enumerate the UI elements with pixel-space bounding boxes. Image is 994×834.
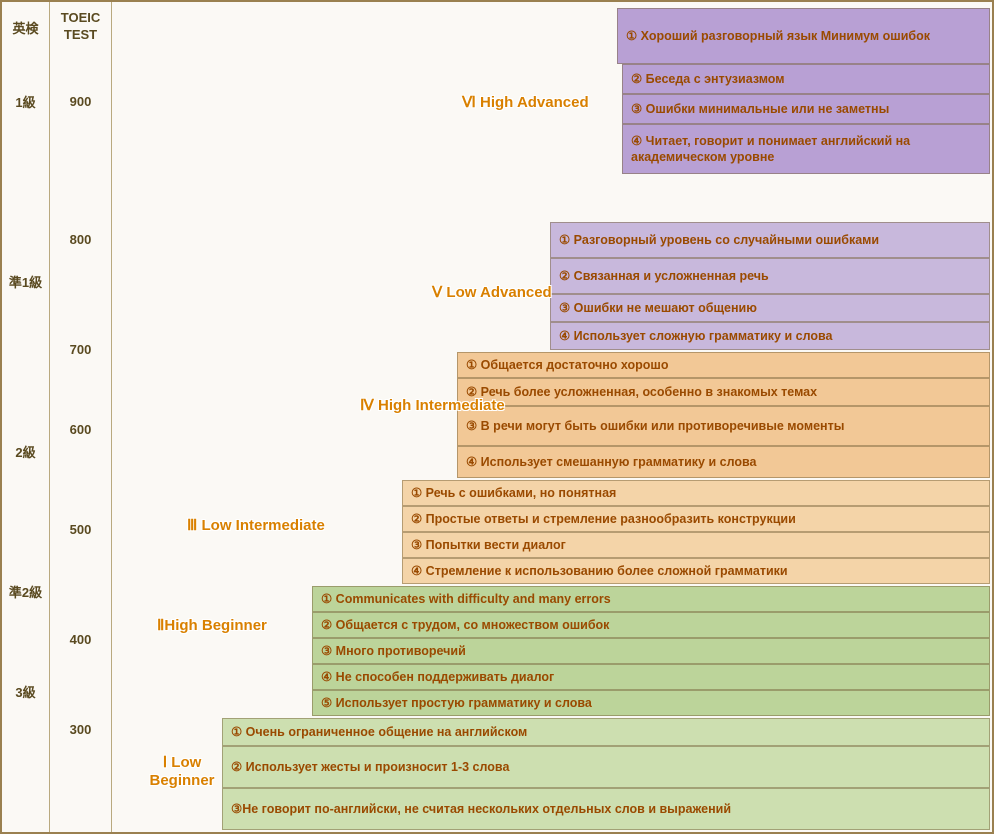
toeic-mark: 700 (50, 342, 111, 357)
level-row: ④ Стремление к использованию более сложн… (402, 558, 990, 584)
level-row-text: ② Связанная и усложненная речь (559, 268, 769, 284)
level-row: ① Хороший разговорный язык Минимум ошибо… (617, 8, 990, 64)
level-row-text: ① Очень ограниченное общение на английск… (231, 724, 527, 740)
level-row: ② Речь более усложненная, особенно в зна… (457, 378, 990, 406)
level-row-text: ② Простые ответы и стремление разнообраз… (411, 511, 796, 527)
eiken-mark: 準1級 (2, 272, 49, 291)
proficiency-chart: 英検 1級準1級 2級準2級 3級 TOEIC TEST 900 800 700 600 5… (0, 0, 994, 834)
level-title: Ⅴ Low Advanced (432, 284, 552, 302)
level-row-text: ③ Попытки вести диалог (411, 537, 566, 553)
level-row: ① Общается достаточно хорошо (457, 352, 990, 378)
level-row-text: ② Беседа с энтузиазмом (631, 71, 785, 87)
level-title: Ⅰ LowBeginner (142, 754, 222, 790)
level-row-text: ③ Ошибки минимальные или не заметны (631, 101, 889, 117)
column-toeic: TOEIC TEST 900 800 700 600 500 400 300 (50, 2, 112, 832)
level-row: ② Общается с трудом, со множеством ошибо… (312, 612, 990, 638)
level-row-text: ② Общается с трудом, со множеством ошибо… (321, 617, 609, 633)
level-row-text: ④ Стремление к использованию более сложн… (411, 563, 788, 579)
level-row-text: ③ Много противоречий (321, 643, 466, 659)
level-row: ② Беседа с энтузиазмом (622, 64, 990, 94)
level-row: ② Связанная и усложненная речь (550, 258, 990, 294)
eiken-mark: 2級 (2, 442, 49, 461)
level-row-text: ③Не говорит по-английски, не считая неск… (231, 801, 731, 817)
level-row-text: ④ Использует смешанную грамматику и слов… (466, 454, 756, 470)
level-row: ③ Ошибки не мешают общению (550, 294, 990, 322)
level-row-text: ④ Не способен поддерживать диалог (321, 669, 554, 685)
level-row-text: ③ В речи могут быть ошибки или противоре… (466, 418, 844, 434)
toeic-mark: 600 (50, 422, 111, 437)
level-row: ② Простые ответы и стремление разнообраз… (402, 506, 990, 532)
toeic-mark: 400 (50, 632, 111, 647)
level-row: ③ Попытки вести диалог (402, 532, 990, 558)
level-row: ③ Много противоречий (312, 638, 990, 664)
level-row: ⑤ Использует простую грамматику и слова (312, 690, 990, 716)
level-title: Ⅲ Low Intermediate (187, 517, 325, 535)
toeic-mark: 800 (50, 232, 111, 247)
level-row-text: ① Речь с ошибками, но понятная (411, 485, 616, 501)
level-row-text: ② Речь более усложненная, особенно в зна… (466, 384, 817, 400)
eiken-mark: 1級 (2, 92, 49, 111)
level-title: ⅡHigh Beginner (157, 617, 267, 635)
level-row-text: ① Разговорный уровень со случайными ошиб… (559, 232, 879, 248)
level-row-text: ④ Читает, говорит и понимает английский … (631, 133, 981, 166)
level-row: ④ Использует сложную грамматику и слова (550, 322, 990, 350)
level-row-text: ⑤ Использует простую грамматику и слова (321, 695, 592, 711)
level-row-text: ② Использует жесты и произносит 1-3 слов… (231, 759, 509, 775)
level-row-text: ① Хороший разговорный язык Минимум ошибо… (626, 28, 930, 44)
toeic-mark: 500 (50, 522, 111, 537)
column-eiken: 英検 1級準1級 2級準2級 3級 (2, 2, 50, 832)
level-row: ④ Не способен поддерживать диалог (312, 664, 990, 690)
level-row-text: ③ Ошибки не мешают общению (559, 300, 757, 316)
level-row: ④ Читает, говорит и понимает английский … (622, 124, 990, 174)
level-row: ② Использует жесты и произносит 1-3 слов… (222, 746, 990, 788)
level-row: ① Очень ограниченное общение на английск… (222, 718, 990, 746)
eiken-header: 英検 (2, 2, 49, 37)
level-row-text: ① Общается достаточно хорошо (466, 357, 668, 373)
level-row: ① Речь с ошибками, но понятная (402, 480, 990, 506)
eiken-mark: 3級 (2, 682, 49, 701)
level-row: ③ В речи могут быть ошибки или противоре… (457, 406, 990, 446)
toeic-mark: 900 (50, 94, 111, 109)
level-row: ③ Ошибки минимальные или не заметны (622, 94, 990, 124)
level-row: ④ Использует смешанную грамматику и слов… (457, 446, 990, 478)
level-row-text: ④ Использует сложную грамматику и слова (559, 328, 832, 344)
toeic-mark: 300 (50, 722, 111, 737)
eiken-mark: 準2級 (2, 582, 49, 601)
level-row: ① Разговорный уровень со случайными ошиб… (550, 222, 990, 258)
level-title: Ⅵ High Advanced (462, 94, 589, 112)
toeic-header: TOEIC TEST (50, 2, 111, 44)
level-title: Ⅳ High Intermediate (360, 397, 505, 415)
level-row: ① Communicates with difficulty and many … (312, 586, 990, 612)
level-row: ③Не говорит по-английски, не считая неск… (222, 788, 990, 830)
level-row-text: ① Communicates with difficulty and many … (321, 591, 611, 607)
